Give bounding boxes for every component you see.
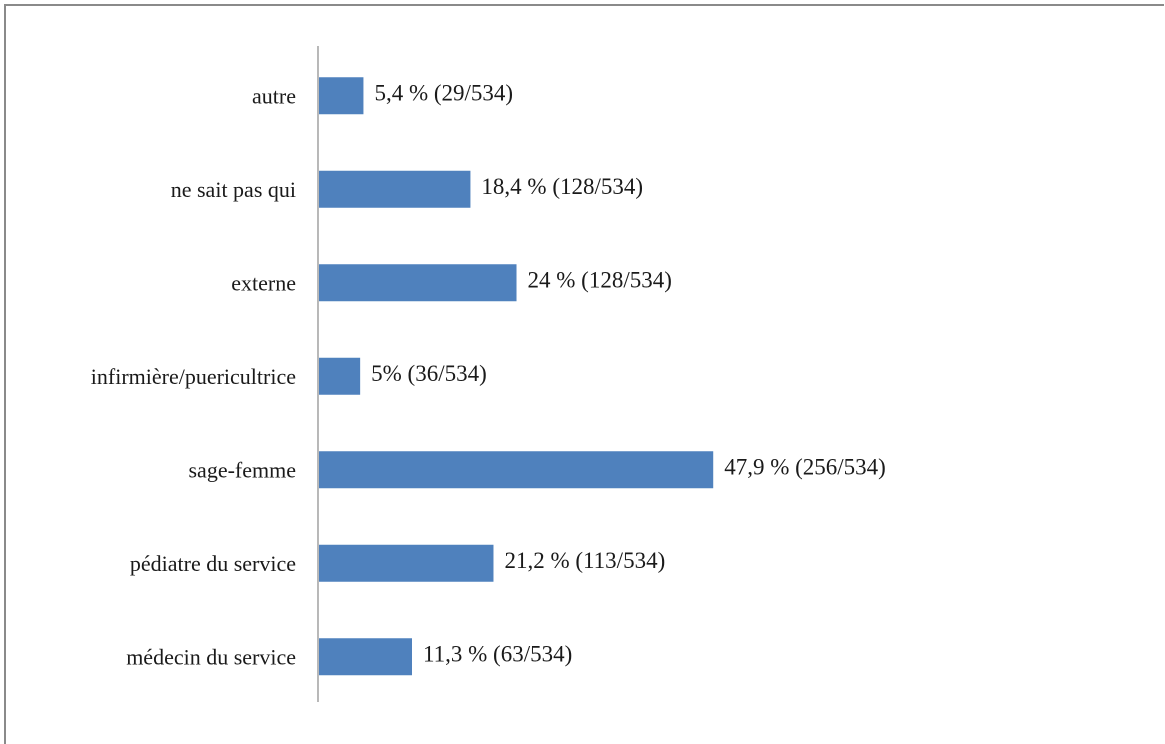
category-label: externe [231, 270, 296, 295]
data-label: 11,3 % (63/534) [423, 641, 572, 666]
category-label: ne sait pas qui [171, 177, 296, 202]
bar [319, 77, 364, 115]
data-label: 24 % (128/534) [528, 267, 672, 292]
data-label: 21,2 % (113/534) [504, 548, 665, 573]
bar [319, 170, 471, 208]
category-label: médecin du service [126, 644, 296, 669]
bar [319, 451, 714, 489]
data-label: 18,4 % (128/534) [481, 174, 643, 199]
data-label: 5% (36/534) [371, 361, 487, 386]
category-label: autre [252, 83, 296, 108]
category-label: pédiatre du service [130, 551, 296, 576]
bar [319, 638, 412, 676]
data-label: 5,4 % (29/534) [374, 80, 513, 105]
bar [319, 544, 494, 582]
data-label: 47,9 % (256/534) [724, 454, 886, 479]
bar [319, 357, 361, 395]
bar [319, 264, 517, 302]
category-label: sage-femme [189, 457, 297, 482]
chart-frame [4, 4, 1164, 744]
category-label: infirmière/puericultrice [91, 364, 296, 389]
